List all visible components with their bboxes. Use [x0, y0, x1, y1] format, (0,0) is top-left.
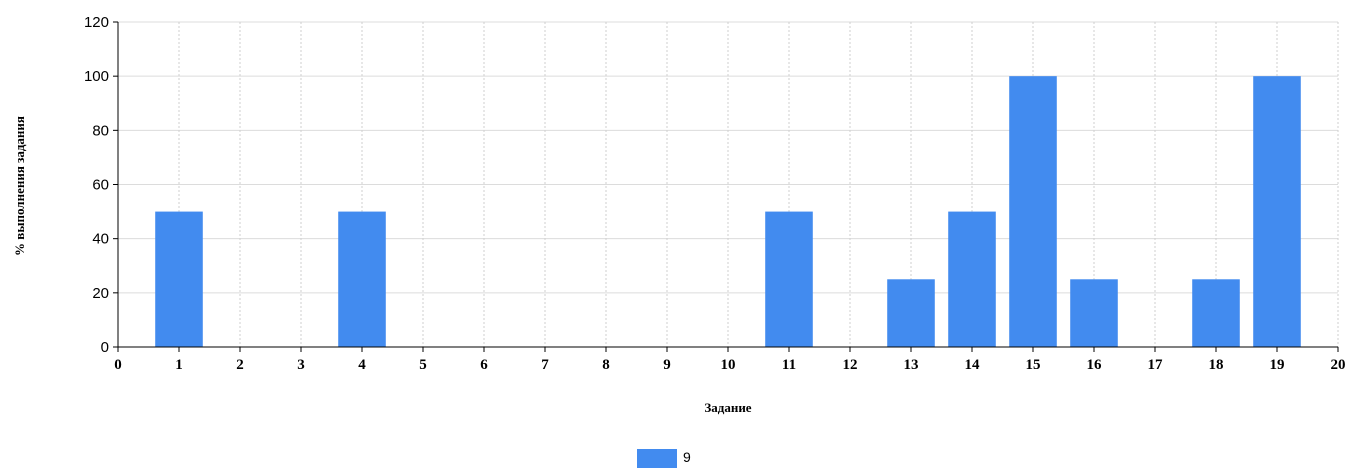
- x-tick-label: 2: [236, 357, 244, 373]
- x-tick-label: 10: [721, 357, 736, 373]
- x-tick-label: 18: [1209, 357, 1224, 373]
- bar-task-13: [887, 279, 935, 347]
- y-tick-label: 40: [92, 231, 109, 248]
- legend-swatch: [637, 449, 677, 468]
- grid-lines: [118, 21, 1339, 347]
- bar-task-1: [155, 211, 203, 347]
- x-tick-label: 17: [1148, 357, 1164, 373]
- legend-label: 9: [683, 449, 691, 465]
- x-tick-label: 3: [297, 357, 305, 373]
- bar-task-11: [765, 211, 813, 347]
- x-axis-title: Задание: [704, 400, 751, 415]
- y-tick-label: 60: [92, 177, 109, 194]
- bar-task-15: [1009, 76, 1057, 348]
- x-tick-label: 0: [114, 357, 122, 373]
- x-tick-label: 9: [663, 357, 671, 373]
- y-tick-label: 100: [84, 68, 109, 85]
- x-tick-label: 6: [480, 357, 488, 373]
- bar-task-14: [948, 211, 996, 347]
- x-tick-label: 13: [904, 357, 919, 373]
- y-axis-title: % выполнения задания: [12, 116, 27, 256]
- x-tick-label: 5: [419, 357, 427, 373]
- bar-task-4: [338, 211, 386, 347]
- bar-task-16: [1070, 279, 1118, 347]
- x-tick-label: 15: [1026, 357, 1041, 373]
- x-tick-label: 19: [1270, 357, 1285, 373]
- x-tick-label: 14: [965, 357, 981, 373]
- x-tick-label: 8: [602, 357, 610, 373]
- x-tick-label: 4: [358, 357, 366, 373]
- x-tick-label: 1: [175, 357, 183, 373]
- x-tick-label: 11: [782, 357, 796, 373]
- bar-task-18: [1192, 279, 1240, 347]
- bar-task-19: [1253, 76, 1301, 348]
- y-tick-label: 80: [92, 122, 109, 139]
- bars: [155, 76, 1301, 348]
- y-tick-label: 20: [92, 285, 109, 302]
- x-tick-label: 16: [1087, 357, 1103, 373]
- y-tick-label: 120: [84, 14, 109, 31]
- y-tick-labels: 0 20 40 60 80 100 120: [84, 14, 118, 356]
- x-tick-label: 12: [843, 357, 858, 373]
- x-tick-label: 20: [1331, 357, 1346, 373]
- x-tick-labels: 0 1 2 3 4 5 6 7 8 9 10 11 12 13 14 15 16 17 18 19 20: [114, 347, 1346, 373]
- y-tick-label: 0: [101, 339, 109, 356]
- legend: 9: [637, 449, 691, 468]
- x-tick-label: 7: [541, 357, 549, 373]
